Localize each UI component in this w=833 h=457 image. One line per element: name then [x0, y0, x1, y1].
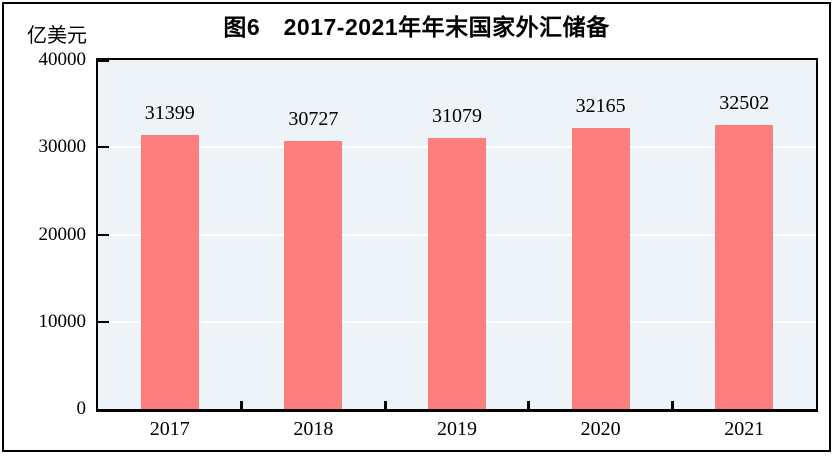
y-tick-20000 — [98, 233, 109, 236]
bar-value-label-2020: 32165 — [575, 95, 626, 118]
x-axis-label-2019: 2019 — [437, 418, 477, 440]
y-axis-label-0: 0 — [76, 398, 87, 419]
y-axis-label-20000: 20000 — [38, 223, 87, 245]
x-tick-boundary-4 — [670, 401, 674, 409]
bar-value-label-2017: 31399 — [144, 102, 195, 125]
y-tick-40000 — [98, 60, 109, 62]
bar-2017 — [140, 135, 199, 409]
y-tick-30000 — [98, 146, 109, 149]
y-tick-10000 — [98, 320, 109, 323]
bar-value-label-2018: 30727 — [288, 107, 339, 130]
figure-border — [2, 2, 831, 452]
y-axis-label-30000: 30000 — [38, 136, 87, 158]
bar-2018 — [284, 140, 343, 409]
chart-title: 图6 2017-2021年年末国家外汇储备 — [223, 14, 610, 40]
bar-value-label-2021: 32502 — [719, 92, 770, 115]
x-tick-boundary-3 — [527, 401, 531, 409]
x-axis-label-2020: 2020 — [580, 418, 621, 440]
y-axis-unit-label: 亿美元 — [27, 25, 87, 47]
x-axis-label-2021: 2021 — [724, 418, 765, 440]
bar-2019 — [428, 137, 486, 409]
x-axis-label-2018: 2018 — [293, 418, 334, 440]
plot-area: 31399 30727 31079 32165 32502 — [96, 58, 818, 412]
x-axis-label-2017: 2017 — [149, 418, 190, 440]
x-tick-boundary-1 — [240, 401, 244, 409]
y-axis-label-40000: 40000 — [38, 49, 87, 70]
plot-inner: 31399 30727 31079 32165 32502 — [98, 60, 816, 409]
bar-2021 — [715, 125, 774, 409]
y-axis-label-10000: 10000 — [38, 310, 87, 332]
x-tick-boundary-2 — [383, 401, 387, 409]
bar-2020 — [571, 128, 630, 409]
bar-value-label-2019: 31079 — [432, 104, 482, 127]
